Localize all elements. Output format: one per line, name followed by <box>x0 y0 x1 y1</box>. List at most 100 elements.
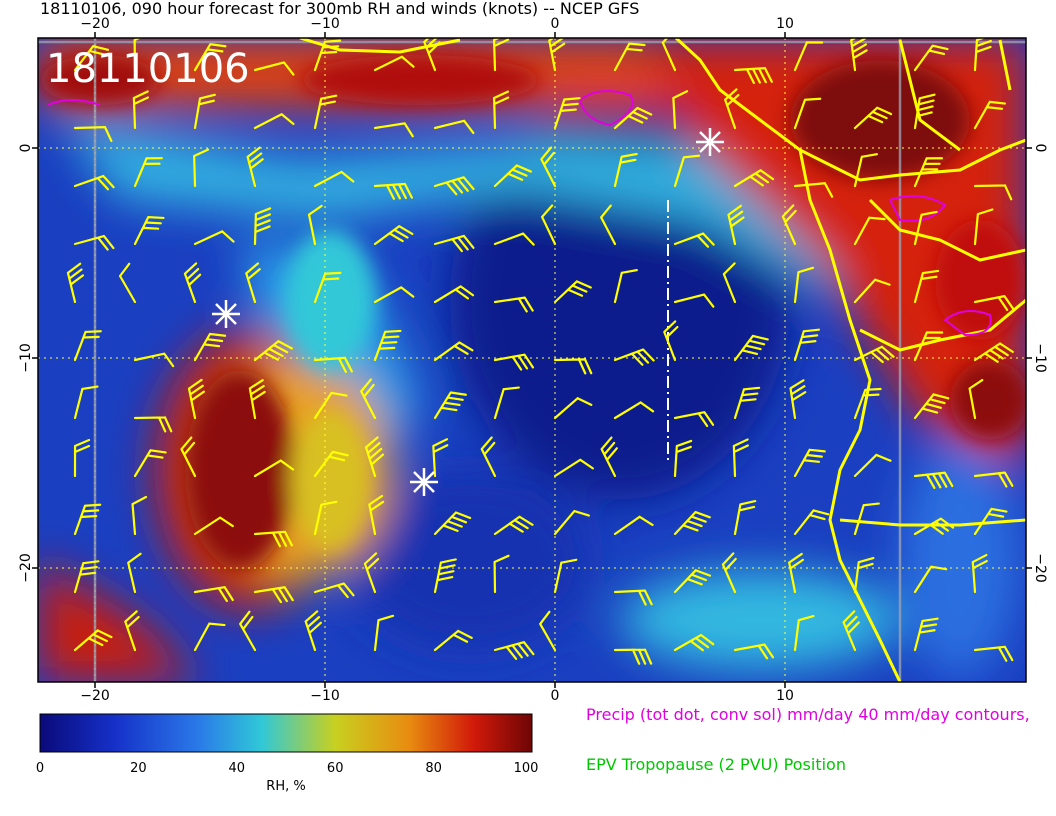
wind-barb <box>553 358 593 375</box>
wind-barb <box>187 378 206 420</box>
wind-barb <box>672 90 689 130</box>
marker-star <box>696 128 724 156</box>
wind-barb <box>913 393 950 420</box>
wind-barb <box>540 146 557 188</box>
wind-barb <box>368 494 385 536</box>
x-tick-labels-bottom: −20 −10 0 10 <box>80 688 794 704</box>
wind-barb <box>673 411 715 428</box>
marker-star <box>410 468 438 496</box>
wind-barb <box>493 515 534 536</box>
wind-barb <box>613 401 655 420</box>
wind-barb <box>423 38 441 72</box>
wind-barb <box>853 106 893 130</box>
wind-barb <box>193 148 210 188</box>
wind-barb <box>553 558 578 594</box>
colorbar-tick: 80 <box>425 761 442 776</box>
wind-barb <box>313 450 349 478</box>
wind-barb <box>253 586 294 604</box>
colorbar-tick: 40 <box>229 761 246 776</box>
wind-barb <box>73 629 113 652</box>
wind-barb <box>733 643 775 660</box>
wind-barb <box>553 397 593 420</box>
y-tick-label: 0 <box>18 144 34 153</box>
wind-barb <box>480 436 497 478</box>
wind-barb <box>913 157 944 188</box>
wind-barb <box>613 589 653 606</box>
wind-barb <box>132 90 149 130</box>
wind-barb <box>373 122 414 138</box>
wind-barb <box>913 269 940 304</box>
wind-barb <box>673 569 712 594</box>
wind-barb <box>193 43 227 72</box>
wind-barb <box>613 269 638 304</box>
wind-barb <box>793 614 815 652</box>
y-tick-labels-left: 0 −10 −20 <box>18 144 34 583</box>
wind-barb <box>193 93 216 130</box>
wind-barb <box>973 208 994 246</box>
map-title: 18110106, 090 hour forecast for 300mb RH… <box>40 0 639 18</box>
x-tick-label: −10 <box>310 688 340 704</box>
wind-barb <box>973 38 993 72</box>
wind-barb <box>673 154 701 188</box>
wind-barb <box>193 586 234 603</box>
wind-barb <box>373 614 395 652</box>
wind-barb <box>548 38 566 72</box>
wind-barb <box>246 146 264 188</box>
wind-barb <box>733 169 775 188</box>
wind-barb <box>253 207 272 246</box>
marker-star <box>212 300 240 328</box>
map-frame <box>37 37 1027 683</box>
wind-barb <box>663 320 679 362</box>
wind-barb <box>973 342 1014 363</box>
precip-legend: Precip (tot dot, conv sol) mm/day 40 mm/… <box>586 705 1030 724</box>
wind-barb <box>853 502 880 536</box>
wind-barb <box>733 386 761 420</box>
wind-barb <box>973 184 1013 201</box>
wind-barb <box>781 204 797 246</box>
wind-barb <box>733 67 773 84</box>
wind-barb <box>313 500 338 536</box>
x-tick-label: −10 <box>310 16 340 32</box>
wind-barb <box>193 230 235 246</box>
wind-barb <box>193 622 226 652</box>
wind-barb <box>493 641 535 660</box>
wind-barb <box>133 352 175 368</box>
wind-barb <box>661 38 677 72</box>
y-tick-label: −10 <box>1032 343 1048 373</box>
date-stamp: 18110106 <box>46 46 250 92</box>
wind-barb <box>853 216 886 246</box>
wind-barb <box>733 334 769 362</box>
wind-barb <box>360 378 377 420</box>
wind-barb <box>180 436 197 478</box>
wind-barbs <box>66 38 1015 665</box>
axis-ticks <box>32 32 1032 688</box>
wind-barb <box>127 552 142 594</box>
wind-barb <box>793 328 821 362</box>
wind-barb <box>73 560 100 594</box>
wind-barb <box>853 278 891 304</box>
wind-barb <box>313 170 355 188</box>
wind-barb <box>793 182 834 198</box>
wind-barb <box>842 610 860 652</box>
wind-barb <box>493 353 535 371</box>
wind-barb <box>789 379 807 420</box>
wind-barb <box>853 556 875 594</box>
colorbar: 0 20 40 60 80 100 RH, % <box>36 713 538 794</box>
wind-barb <box>307 204 323 246</box>
wind-barb <box>553 509 591 536</box>
wind-barb <box>732 438 749 478</box>
wind-barb <box>913 210 938 246</box>
wind-barb <box>553 280 592 304</box>
wind-barb <box>600 436 618 478</box>
x-tick-label: 10 <box>776 688 794 704</box>
wind-barb <box>73 503 102 536</box>
wind-barb <box>493 296 534 313</box>
wind-barb <box>133 38 150 72</box>
wind-barb <box>373 329 402 362</box>
wind-barb <box>433 176 475 196</box>
wind-barb <box>73 45 110 72</box>
wind-barb <box>133 216 165 246</box>
wind-barb <box>131 495 148 536</box>
wind-barb <box>913 93 936 130</box>
